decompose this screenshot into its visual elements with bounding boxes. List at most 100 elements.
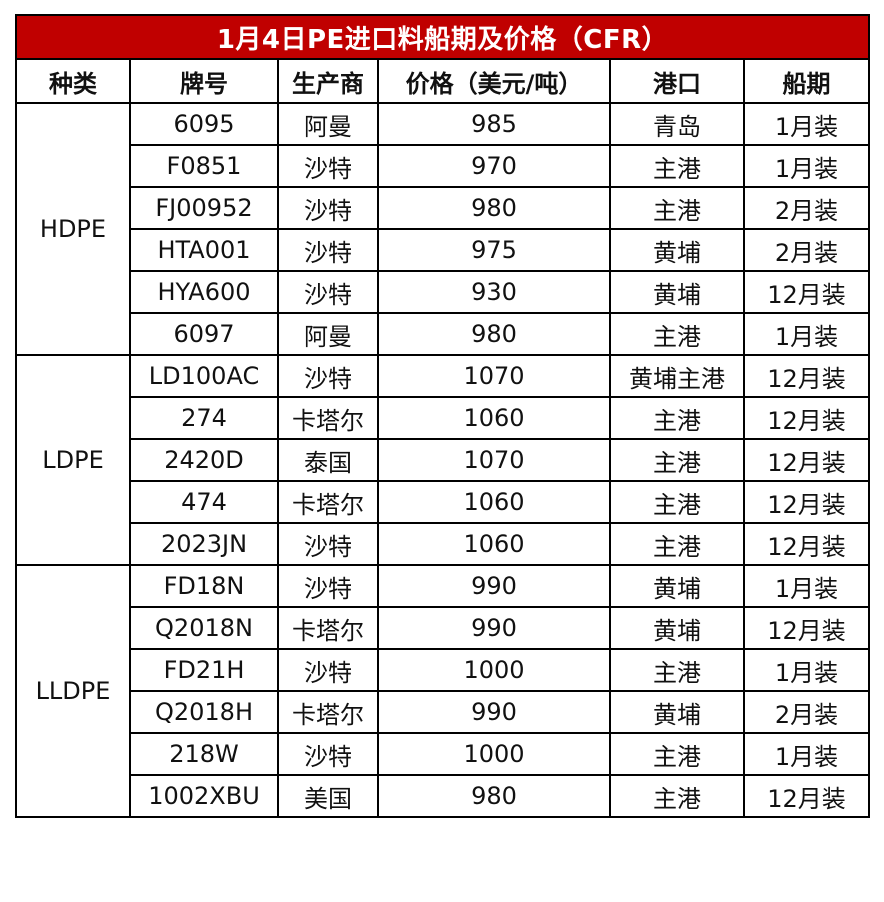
grade-cell: 6095 [129, 102, 279, 146]
price-cell: 1000 [377, 648, 611, 692]
table-row: Q2018N 卡塔尔 990 黄埔 12月装 [16, 606, 870, 650]
category-cell: LLDPE [15, 564, 131, 818]
shipment-cell: 1月装 [743, 102, 870, 146]
table-title: 1月4日PE进口料船期及价格（CFR） [15, 14, 870, 60]
shipment-cell: 2月装 [743, 228, 870, 272]
price-cell: 970 [377, 144, 611, 188]
grade-cell: Q2018N [129, 606, 279, 650]
port-cell: 主港 [609, 438, 745, 482]
grade-cell: 1002XBU [129, 774, 279, 818]
producer-cell: 阿曼 [277, 102, 379, 146]
producer-cell: 美国 [277, 774, 379, 818]
table-row: HTA001 沙特 975 黄埔 2月装 [16, 228, 870, 272]
producer-cell: 阿曼 [277, 312, 379, 356]
shipment-cell: 2月装 [743, 690, 870, 734]
table-row: 274 卡塔尔 1060 主港 12月装 [16, 396, 870, 440]
price-cell: 930 [377, 270, 611, 314]
table-row: 218W 沙特 1000 主港 1月装 [16, 732, 870, 776]
table-row: Q2018H 卡塔尔 990 黄埔 2月装 [16, 690, 870, 734]
header-grade: 牌号 [129, 58, 279, 104]
producer-cell: 沙特 [277, 564, 379, 608]
port-cell: 主港 [609, 732, 745, 776]
shipment-cell: 12月装 [743, 774, 870, 818]
price-cell: 1070 [377, 354, 611, 398]
price-cell: 980 [377, 186, 611, 230]
grade-cell: HYA600 [129, 270, 279, 314]
header-producer: 生产商 [277, 58, 379, 104]
table-row: 2023JN 沙特 1060 主港 12月装 [16, 522, 870, 566]
price-cell: 1070 [377, 438, 611, 482]
producer-cell: 沙特 [277, 186, 379, 230]
price-cell: 980 [377, 312, 611, 356]
shipment-cell: 1月装 [743, 312, 870, 356]
grade-cell: FD21H [129, 648, 279, 692]
title-row: 1月4日PE进口料船期及价格（CFR） [15, 14, 870, 60]
header-shipment: 船期 [743, 58, 870, 104]
category-cell: LDPE [15, 354, 131, 566]
shipment-cell: 12月装 [743, 522, 870, 566]
grade-cell: 2023JN [129, 522, 279, 566]
grade-cell: F0851 [129, 144, 279, 188]
price-cell: 1060 [377, 480, 611, 524]
grade-cell: 274 [129, 396, 279, 440]
table-row: FD21H 沙特 1000 主港 1月装 [16, 648, 870, 692]
port-cell: 主港 [609, 396, 745, 440]
producer-cell: 泰国 [277, 438, 379, 482]
grade-cell: 474 [129, 480, 279, 524]
table-row: F0851 沙特 970 主港 1月装 [16, 144, 870, 188]
producer-cell: 卡塔尔 [277, 690, 379, 734]
table-row: HDPE 6095 阿曼 985 青岛 1月装 [15, 102, 870, 356]
producer-cell: 沙特 [277, 522, 379, 566]
price-cell: 975 [377, 228, 611, 272]
port-cell: 主港 [609, 648, 745, 692]
port-cell: 主港 [609, 186, 745, 230]
grade-cell: HTA001 [129, 228, 279, 272]
grade-cell: 2420D [129, 438, 279, 482]
price-cell: 990 [377, 606, 611, 650]
grade-cell: 6097 [129, 312, 279, 356]
shipment-cell: 12月装 [743, 480, 870, 524]
shipment-cell: 1月装 [743, 564, 870, 608]
price-cell: 980 [377, 774, 611, 818]
producer-cell: 沙特 [277, 354, 379, 398]
port-cell: 青岛 [609, 102, 745, 146]
shipment-cell: 1月装 [743, 648, 870, 692]
price-table: 1月4日PE进口料船期及价格（CFR） 种类 牌号 生产商 价格（美元/吨） 港… [15, 14, 870, 818]
table-row: HYA600 沙特 930 黄埔 12月装 [16, 270, 870, 314]
port-cell: 黄埔 [609, 270, 745, 314]
producer-cell: 沙特 [277, 270, 379, 314]
price-cell: 1000 [377, 732, 611, 776]
grade-cell: 218W [129, 732, 279, 776]
header-port: 港口 [609, 58, 745, 104]
table-row: 474 卡塔尔 1060 主港 12月装 [16, 480, 870, 524]
price-cell: 1060 [377, 522, 611, 566]
port-cell: 主港 [609, 522, 745, 566]
producer-cell: 卡塔尔 [277, 606, 379, 650]
category-cell: HDPE [15, 102, 131, 356]
table-row: 1002XBU 美国 980 主港 12月装 [16, 774, 870, 818]
shipment-cell: 2月装 [743, 186, 870, 230]
port-cell: 主港 [609, 144, 745, 188]
table-row: 6097 阿曼 980 主港 1月装 [16, 312, 870, 356]
price-cell: 985 [377, 102, 611, 146]
port-cell: 主港 [609, 312, 745, 356]
table-row: LLDPE FD18N 沙特 990 黄埔 1月装 [15, 564, 870, 818]
header-row: 种类 牌号 生产商 价格（美元/吨） 港口 船期 [15, 58, 870, 104]
shipment-cell: 12月装 [743, 606, 870, 650]
port-cell: 黄埔 [609, 606, 745, 650]
producer-cell: 卡塔尔 [277, 396, 379, 440]
grade-cell: FJ00952 [129, 186, 279, 230]
table-row: 2420D 泰国 1070 主港 12月装 [16, 438, 870, 482]
port-cell: 黄埔主港 [609, 354, 745, 398]
producer-cell: 沙特 [277, 648, 379, 692]
price-cell: 990 [377, 564, 611, 608]
grade-cell: FD18N [129, 564, 279, 608]
header-category: 种类 [15, 58, 131, 104]
port-cell: 主港 [609, 480, 745, 524]
price-cell: 1060 [377, 396, 611, 440]
shipment-cell: 12月装 [743, 438, 870, 482]
header-price: 价格（美元/吨） [377, 58, 611, 104]
table-row: FJ00952 沙特 980 主港 2月装 [16, 186, 870, 230]
grade-cell: Q2018H [129, 690, 279, 734]
producer-cell: 沙特 [277, 732, 379, 776]
